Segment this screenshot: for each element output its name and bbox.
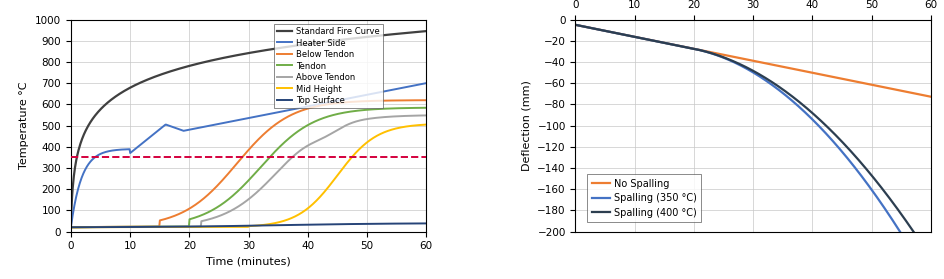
Spalling (400 °C): [661, 42, 672, 45]
X-axis label: Time (minutes): Time (minutes): [206, 257, 291, 267]
Tendon: [332, 112, 344, 116]
Heater Side: [420, 81, 431, 85]
Standard Fire Curve: [275, 46, 286, 50]
Spalling (350 °C): [806, 118, 818, 121]
Above Tendon: [275, 167, 286, 171]
Top Surface: [302, 223, 313, 226]
Line: Mid Height: Mid Height: [71, 124, 426, 227]
Spalling (350 °C): [632, 36, 644, 39]
Mid Height: [157, 225, 168, 229]
Top Surface: [332, 223, 344, 226]
Spalling (400 °C): [924, 256, 936, 259]
Below Tendon: [65, 226, 76, 229]
No Spalling: [779, 66, 790, 69]
Above Tendon: [226, 209, 237, 212]
Heater Side: [302, 105, 313, 108]
Legend: No Spalling, Spalling (350 °C), Spalling (400 °C): No Spalling, Spalling (350 °C), Spalling…: [587, 174, 700, 222]
Spalling (400 °C): [779, 89, 790, 93]
Standard Fire Curve: [128, 84, 140, 88]
Above Tendon: [65, 226, 76, 229]
No Spalling: [836, 77, 848, 81]
Standard Fire Curve: [332, 39, 344, 42]
Top Surface: [157, 225, 168, 229]
Below Tendon: [275, 119, 286, 123]
Above Tendon: [420, 114, 431, 117]
Line: No Spalling: No Spalling: [575, 25, 930, 97]
Spalling (350 °C): [730, 62, 741, 65]
Top Surface: [65, 225, 76, 229]
No Spalling: [924, 95, 936, 98]
Heater Side: [128, 148, 140, 152]
No Spalling: [632, 36, 644, 39]
No Spalling: [730, 56, 741, 59]
Top Surface: [226, 224, 237, 228]
Mid Height: [420, 123, 431, 126]
Below Tendon: [302, 107, 313, 110]
Mid Height: [275, 220, 286, 223]
Heater Side: [157, 126, 168, 129]
Standard Fire Curve: [420, 30, 431, 33]
Tendon: [275, 145, 286, 148]
Below Tendon: [128, 225, 140, 228]
No Spalling: [661, 42, 672, 45]
Mid Height: [332, 172, 344, 176]
Heater Side: [226, 120, 237, 123]
Spalling (350 °C): [569, 23, 581, 27]
Heater Side: [65, 226, 76, 229]
Spalling (400 °C): [836, 141, 848, 145]
No Spalling: [806, 71, 818, 74]
Standard Fire Curve: [226, 55, 237, 58]
Legend: Standard Fire Curve, Heater Side, Below Tendon, Tendon, Above Tendon, Mid Height: Standard Fire Curve, Heater Side, Below …: [274, 24, 382, 108]
Mid Height: [226, 225, 237, 229]
Standard Fire Curve: [157, 73, 168, 76]
Line: Spalling (400 °C): Spalling (400 °C): [575, 25, 930, 258]
Mid Height: [128, 225, 140, 229]
Y-axis label: Deflection (mm): Deflection (mm): [521, 80, 531, 171]
Spalling (400 °C): [632, 36, 644, 39]
Spalling (350 °C): [779, 93, 790, 96]
Above Tendon: [157, 225, 168, 229]
Below Tendon: [226, 168, 237, 171]
Tendon: [226, 195, 237, 198]
No Spalling: [569, 23, 581, 27]
Tendon: [420, 106, 431, 109]
Spalling (350 °C): [661, 42, 672, 45]
Top Surface: [275, 223, 286, 227]
Spalling (400 °C): [730, 61, 741, 64]
Standard Fire Curve: [65, 223, 76, 227]
Above Tendon: [332, 128, 344, 131]
Heater Side: [332, 99, 344, 102]
Spalling (350 °C): [836, 151, 848, 155]
Tendon: [157, 225, 168, 228]
Below Tendon: [332, 101, 344, 105]
Line: Spalling (350 °C): Spalling (350 °C): [575, 25, 930, 279]
Tendon: [128, 225, 140, 229]
Tendon: [65, 226, 76, 229]
Y-axis label: Temperature °C: Temperature °C: [20, 82, 29, 169]
Above Tendon: [128, 225, 140, 229]
Mid Height: [65, 226, 76, 229]
Tendon: [302, 123, 313, 127]
Above Tendon: [302, 144, 313, 147]
Line: Tendon: Tendon: [71, 108, 426, 227]
Top Surface: [420, 222, 431, 225]
Line: Heater Side: Heater Side: [71, 83, 426, 227]
Spalling (400 °C): [569, 23, 581, 27]
Top Surface: [128, 225, 140, 229]
Line: Standard Fire Curve: Standard Fire Curve: [71, 31, 426, 225]
Below Tendon: [420, 98, 431, 102]
Mid Height: [302, 206, 313, 210]
Spalling (400 °C): [806, 112, 818, 115]
Below Tendon: [157, 218, 168, 222]
Line: Below Tendon: Below Tendon: [71, 100, 426, 227]
Heater Side: [275, 110, 286, 114]
Standard Fire Curve: [302, 42, 313, 45]
Line: Above Tendon: Above Tendon: [71, 116, 426, 227]
Line: Top Surface: Top Surface: [71, 223, 426, 227]
